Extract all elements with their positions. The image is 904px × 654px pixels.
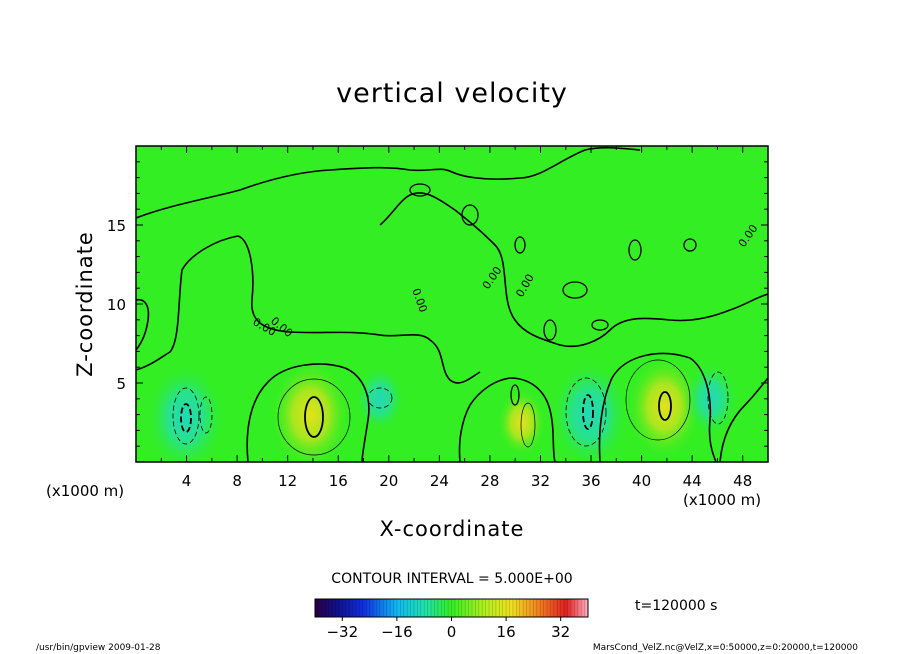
colorbar-tick-label: 16: [497, 623, 516, 641]
x-tick-label: 32: [531, 472, 550, 490]
colorbar: −32 −16 0 16 32: [314, 598, 589, 641]
zero-contour: [458, 377, 556, 462]
colorbar-gradient: [315, 599, 588, 617]
negative-contour: [707, 371, 729, 425]
chart-title: vertical velocity: [336, 78, 568, 109]
negative-contour: [180, 403, 192, 433]
zero-contour: [379, 192, 768, 348]
x-tick-label: 12: [278, 472, 297, 490]
negative-contour: [172, 387, 200, 445]
colorbar-stripes: [318, 599, 585, 617]
x-unit-right: (x1000 m): [683, 491, 761, 509]
colorbar-tick-label: 32: [551, 623, 570, 641]
time-label: t=120000 s: [635, 598, 717, 614]
x-tick-label: 24: [430, 472, 449, 490]
x-tick-label: 48: [733, 472, 752, 490]
downdraft-5: [355, 365, 405, 433]
zero-contour: [136, 298, 150, 351]
positive-contour: [658, 391, 672, 421]
small-contour: [591, 319, 609, 331]
positive-contour: [277, 378, 351, 456]
x-tick-label: 44: [683, 472, 702, 490]
x-tick-label: 28: [480, 472, 499, 490]
positive-contour: [304, 396, 324, 438]
colorbar-tick-label: −32: [326, 623, 358, 641]
colorbar-ticks: −32 −16 0 16 32: [326, 617, 570, 641]
x-unit-left: (x1000 m): [46, 482, 124, 500]
negative-contour: [582, 394, 594, 430]
negative-contour: [199, 396, 213, 434]
x-tick-label: 8: [232, 472, 242, 490]
small-contour: [409, 183, 431, 197]
contour-lines: [136, 146, 768, 462]
x-tick-label: 4: [182, 472, 192, 490]
negative-contour: [565, 377, 607, 447]
y-tick-label: 10: [107, 296, 126, 314]
updraft-0: [270, 359, 351, 462]
zero-contour: [246, 363, 370, 462]
footer-left: /usr/bin/gpview 2009-01-28: [36, 643, 161, 653]
plot-area: 0.000.000.00 0.000.000.00 4 8 12 16 20 24 28 32 3…: [107, 145, 769, 490]
zero-contour: [136, 146, 641, 219]
zero-contour: [598, 352, 717, 462]
small-contour: [461, 204, 479, 226]
positive-contour: [625, 359, 691, 441]
small-contour: [514, 236, 526, 254]
x-axis: 4 8 12 16 20 24 28 32 36 40 44 48: [160, 146, 769, 490]
colorbar-tick-label: 0: [447, 623, 457, 641]
zero-contour: [136, 235, 481, 384]
negative-contour: [367, 387, 393, 409]
y-tick-label: 5: [116, 375, 126, 393]
y-axis-label: Z-coordinate: [73, 231, 97, 377]
x-tick-label: 20: [379, 472, 398, 490]
updraft-1: [626, 355, 702, 459]
y-tick-label: 15: [107, 217, 126, 235]
downdraft-2: [145, 362, 226, 462]
colorbar-tick-label: −16: [381, 623, 413, 641]
contour-interval: CONTOUR INTERVAL = 5.000E+00: [331, 571, 572, 587]
x-axis-label: X-coordinate: [380, 517, 525, 541]
small-contour: [628, 239, 642, 261]
y-axis: 5 10 15: [107, 161, 768, 447]
small-contour: [683, 238, 697, 252]
zero-contour: [719, 377, 768, 462]
x-tick-label: 16: [329, 472, 348, 490]
small-contour: [562, 281, 588, 299]
positive-contour: [520, 402, 536, 448]
small-contour: [510, 384, 520, 406]
downdraft-3: [549, 359, 630, 462]
small-contour: [543, 319, 557, 341]
footer-right: MarsCond_VelZ.nc@VelZ,x=0:50000,z=0:2000…: [593, 643, 858, 653]
x-tick-label: 40: [632, 472, 651, 490]
x-tick-label: 36: [581, 472, 600, 490]
updraft-6: [496, 388, 547, 457]
